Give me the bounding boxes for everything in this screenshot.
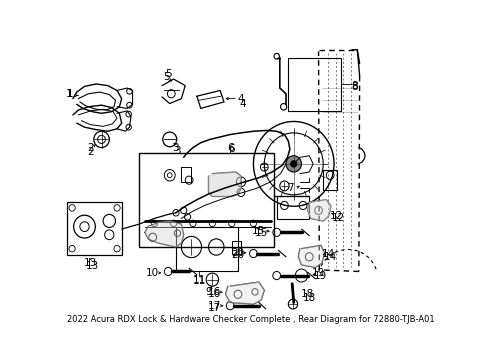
Text: 11: 11: [193, 275, 206, 285]
Text: 13: 13: [84, 258, 98, 268]
Text: 6: 6: [227, 143, 234, 153]
Text: 12: 12: [330, 211, 343, 221]
Text: 1: 1: [67, 89, 74, 99]
Text: 13: 13: [86, 261, 99, 271]
Text: 6: 6: [228, 144, 235, 154]
Text: 17: 17: [208, 301, 221, 311]
Bar: [277, 197, 309, 219]
Polygon shape: [308, 200, 331, 221]
Text: 1: 1: [66, 89, 73, 99]
Text: 18: 18: [303, 293, 316, 302]
Text: 15: 15: [255, 228, 268, 238]
Polygon shape: [209, 172, 241, 197]
Text: 15: 15: [252, 226, 266, 236]
Text: 4: 4: [238, 94, 245, 104]
Text: 20: 20: [231, 248, 245, 258]
Bar: [323, 170, 337, 190]
Circle shape: [291, 161, 297, 167]
Bar: [181, 167, 191, 182]
Text: 7: 7: [287, 183, 294, 193]
Text: 17: 17: [208, 303, 221, 313]
Bar: [176, 227, 238, 271]
Polygon shape: [145, 221, 184, 247]
Circle shape: [286, 156, 301, 172]
Text: 8: 8: [351, 82, 358, 92]
Text: 14: 14: [322, 248, 335, 258]
Text: 18: 18: [301, 289, 314, 299]
Text: 2: 2: [87, 147, 94, 157]
Text: 8: 8: [351, 81, 358, 91]
Text: 16: 16: [208, 289, 221, 299]
Text: 3: 3: [174, 146, 181, 156]
Text: 20: 20: [231, 250, 245, 260]
Text: 11: 11: [193, 276, 206, 286]
Text: 2022 Acura RDX Lock & Hardware Checker Complete , Rear Diagram for 72880-TJB-A01: 2022 Acura RDX Lock & Hardware Checker C…: [67, 315, 435, 324]
Text: 3: 3: [172, 143, 179, 153]
Text: 19: 19: [314, 271, 327, 280]
Text: 12: 12: [332, 213, 345, 224]
Bar: [232, 240, 241, 253]
Text: 9: 9: [205, 287, 212, 297]
Polygon shape: [298, 246, 325, 267]
Text: 5: 5: [165, 69, 172, 79]
Text: 16: 16: [208, 287, 221, 297]
Polygon shape: [225, 282, 264, 304]
Text: 5: 5: [163, 72, 170, 82]
Text: 14: 14: [323, 252, 337, 262]
Text: 19: 19: [312, 268, 325, 278]
Text: 4: 4: [239, 99, 246, 108]
Bar: [139, 153, 274, 247]
Text: 10: 10: [146, 268, 159, 278]
Text: 2: 2: [87, 143, 94, 153]
Bar: [288, 58, 341, 111]
Bar: [68, 202, 122, 255]
